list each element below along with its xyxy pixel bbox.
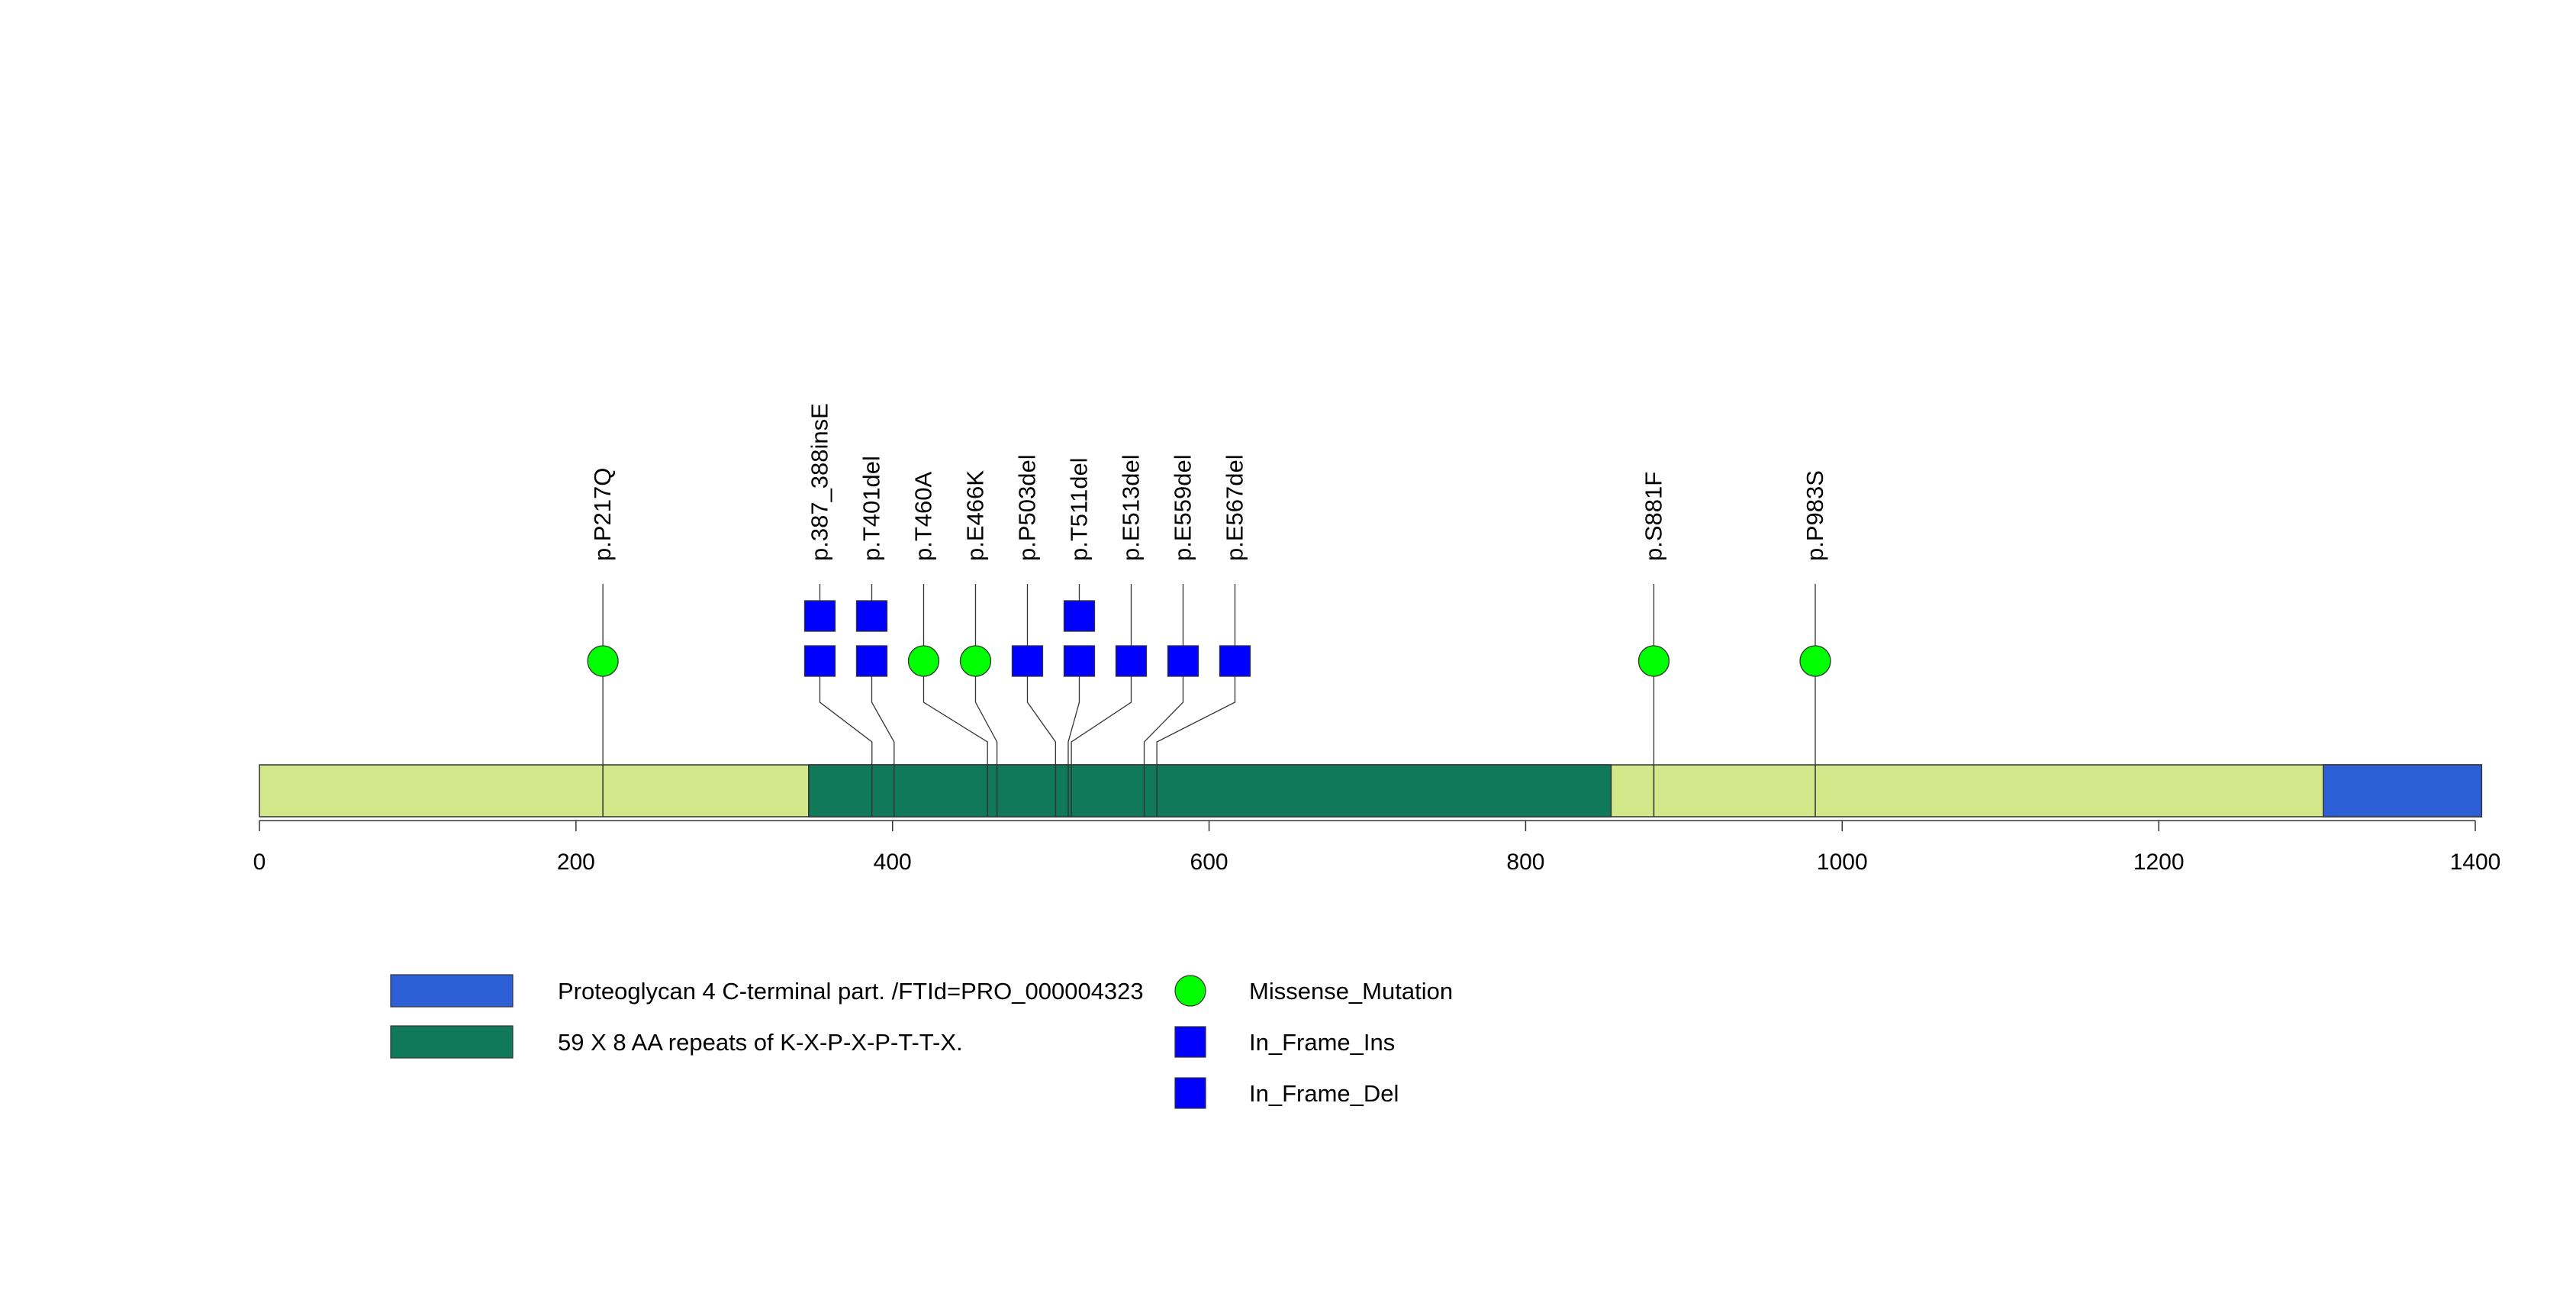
legend-mutation-label: In_Frame_Ins bbox=[1249, 1029, 1395, 1056]
marker-in-frame-ins bbox=[803, 600, 836, 632]
mutation-connector bbox=[1071, 661, 1132, 765]
mutation-label: p.E559del bbox=[1169, 454, 1196, 561]
mutation-connector bbox=[974, 661, 998, 765]
x-tick-label: 600 bbox=[1190, 850, 1228, 875]
mutation-label: p.T460A bbox=[910, 471, 936, 561]
domain-2 bbox=[2323, 764, 2483, 818]
marker-missense-mutation bbox=[1799, 645, 1831, 677]
marker-in-frame-del bbox=[1063, 645, 1096, 677]
legend-mutation-label: Missense_Mutation bbox=[1249, 978, 1453, 1005]
legend-mutation-marker bbox=[1174, 975, 1206, 1007]
x-tick-label: 1200 bbox=[2133, 850, 2185, 875]
legend-domain-swatch bbox=[390, 974, 514, 1008]
legend-domain-label: Proteoglycan 4 C-terminal part. /FTId=PR… bbox=[558, 978, 1144, 1005]
marker-in-frame-del bbox=[803, 645, 836, 677]
mutation-label: p.E513del bbox=[1117, 454, 1144, 561]
domain-1 bbox=[808, 764, 1612, 818]
marker-missense-mutation bbox=[587, 645, 619, 677]
x-tick-label: 1400 bbox=[2450, 850, 2501, 875]
mutation-connector bbox=[819, 661, 873, 765]
marker-in-frame-del bbox=[1063, 600, 1096, 632]
marker-in-frame-del bbox=[1011, 645, 1044, 677]
mutation-label: p.P983S bbox=[1802, 470, 1828, 561]
x-tick-label: 1000 bbox=[1817, 850, 1868, 875]
marker-missense-mutation bbox=[959, 645, 992, 677]
mutation-label: p.P217Q bbox=[589, 468, 616, 561]
legend-mutation-label: In_Frame_Del bbox=[1249, 1080, 1399, 1107]
legend-domain-label: 59 X 8 AA repeats of K-X-P-X-P-T-T-X. bbox=[558, 1029, 963, 1056]
marker-in-frame-del bbox=[1167, 645, 1199, 677]
marker-in-frame-del bbox=[1219, 645, 1251, 677]
mutation-label: p.T401del bbox=[858, 456, 884, 561]
marker-missense-mutation bbox=[907, 645, 940, 677]
mutation-label: p.387_388insE bbox=[806, 403, 832, 561]
x-tick-label: 400 bbox=[874, 850, 912, 875]
x-tick-label: 0 bbox=[253, 850, 266, 875]
mutation-connector bbox=[1156, 661, 1236, 765]
legend-mutation-marker bbox=[1174, 1077, 1206, 1109]
x-tick-label: 800 bbox=[1506, 850, 1544, 875]
x-tick-label: 200 bbox=[557, 850, 595, 875]
mutation-label: p.E466K bbox=[961, 470, 988, 561]
mutation-connector bbox=[1143, 661, 1184, 765]
mutation-connector bbox=[1026, 661, 1057, 765]
marker-in-frame-del bbox=[855, 600, 888, 632]
mutation-connector bbox=[871, 661, 895, 765]
marker-missense-mutation bbox=[1637, 645, 1670, 677]
mutation-connector bbox=[1067, 661, 1080, 765]
legend-domain-swatch bbox=[390, 1025, 514, 1059]
mutation-label: p.P503del bbox=[1013, 454, 1040, 561]
legend-mutation-marker bbox=[1174, 1026, 1206, 1058]
mutation-label: p.E567del bbox=[1221, 454, 1248, 561]
mutation-connector bbox=[923, 661, 988, 765]
mutation-label: p.S881F bbox=[1640, 472, 1666, 561]
marker-in-frame-del bbox=[1115, 645, 1148, 677]
marker-in-frame-del bbox=[855, 645, 888, 677]
mutation-label: p.T511del bbox=[1065, 457, 1092, 561]
